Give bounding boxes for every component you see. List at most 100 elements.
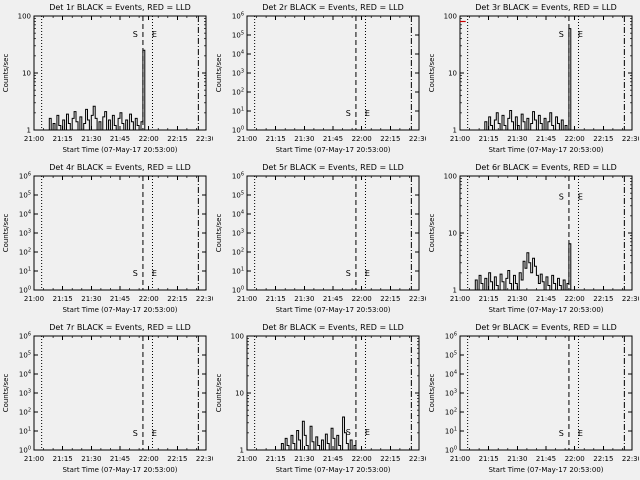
y-tick-label: 1 xyxy=(27,127,31,135)
y-axis-label: Counts/sec xyxy=(428,54,436,93)
y-tick-label: 104 xyxy=(19,370,31,379)
exponent: 3 xyxy=(241,229,244,235)
x-tick-label: 21:00 xyxy=(24,135,44,143)
plot-box xyxy=(459,175,633,291)
plot-svg-det-2r: Det 2r BLACK = Events, RED = LLD Counts/s… xyxy=(215,3,429,154)
x-tick-label: 21:45 xyxy=(323,295,343,303)
x-tick-label: 21:00 xyxy=(24,295,44,303)
y-axis-label: Counts/sec xyxy=(2,214,10,253)
x-tick-label: 21:45 xyxy=(323,455,343,463)
x-axis-label: Start Time (07-May-17 20:53:00) xyxy=(62,466,177,474)
y-tick-label: 106 xyxy=(19,332,31,341)
y-tick-label: 106 xyxy=(445,332,457,341)
x-tick-label: 21:15 xyxy=(53,135,73,143)
x-tick-label: 21:30 xyxy=(294,455,314,463)
x-tick-label: 21:00 xyxy=(450,455,470,463)
exponent: 1 xyxy=(28,427,31,433)
y-tick-label: 101 xyxy=(232,107,244,116)
x-tick-label: 21:00 xyxy=(237,135,257,143)
chart-det-6r: Det 6r BLACK = Events, RED = LLD Counts/s… xyxy=(426,160,640,320)
x-tick-label: 22:00 xyxy=(565,455,585,463)
x-tick-label: 21:15 xyxy=(266,295,286,303)
x-tick-label: 21:45 xyxy=(323,135,343,143)
marker-e: E xyxy=(152,30,157,39)
x-tick-label: 22:00 xyxy=(352,135,372,143)
x-tick-label: 21:30 xyxy=(81,295,101,303)
y-tick-label: 100 xyxy=(444,13,457,21)
x-tick-label: 22:00 xyxy=(139,455,159,463)
marker-s: S xyxy=(133,429,138,438)
exponent: 5 xyxy=(28,351,31,357)
y-tick-label: 105 xyxy=(19,191,31,200)
x-tick-label: 22:30 xyxy=(409,455,426,463)
y-tick-label: 105 xyxy=(232,191,244,200)
exponent: 0 xyxy=(241,286,244,292)
y-axis-label: Counts/sec xyxy=(2,374,10,413)
marker-s: S xyxy=(346,109,351,118)
x-tick-label: 21:30 xyxy=(507,455,527,463)
y-tick-label: 10 xyxy=(235,390,244,398)
plot-title: Det 7r BLACK = Events, RED = LLD xyxy=(49,323,191,332)
x-tick-label: 21:15 xyxy=(479,295,499,303)
y-tick-label: 1 xyxy=(453,127,457,135)
x-tick-label: 21:00 xyxy=(237,295,257,303)
x-tick-label: 22:15 xyxy=(380,455,400,463)
x-tick-label: 22:30 xyxy=(622,295,639,303)
exponent: 5 xyxy=(241,31,244,37)
plot-title: Det 2r BLACK = Events, RED = LLD xyxy=(262,3,404,12)
x-tick-label: 22:30 xyxy=(196,135,213,143)
x-tick-label: 21:45 xyxy=(536,135,556,143)
marker-e: E xyxy=(152,269,157,278)
chart-det-7r: Det 7r BLACK = Events, RED = LLD Counts/s… xyxy=(0,320,216,480)
events-series xyxy=(280,416,358,451)
y-tick-label: 102 xyxy=(232,248,244,257)
x-tick-label: 21:15 xyxy=(266,135,286,143)
x-tick-label: 21:15 xyxy=(479,455,499,463)
y-tick-label: 106 xyxy=(19,172,31,181)
y-tick-label: 106 xyxy=(232,172,244,181)
x-tick-label: 21:15 xyxy=(53,455,73,463)
y-axis-label: Counts/sec xyxy=(215,214,223,253)
y-tick-label: 100 xyxy=(232,286,244,295)
x-tick-label: 22:00 xyxy=(352,295,372,303)
x-tick-label: 22:15 xyxy=(167,455,187,463)
plot-title: Det 6r BLACK = Events, RED = LLD xyxy=(475,163,617,172)
x-tick-label: 21:30 xyxy=(294,135,314,143)
x-tick-label: 21:45 xyxy=(110,135,130,143)
marker-e: E xyxy=(365,428,370,437)
x-tick-label: 22:15 xyxy=(380,295,400,303)
marker-e: E xyxy=(578,429,583,438)
exponent: 2 xyxy=(454,408,457,414)
x-tick-label: 21:30 xyxy=(294,295,314,303)
x-tick-label: 22:15 xyxy=(167,135,187,143)
exponent: 6 xyxy=(28,172,31,178)
x-tick-label: 22:00 xyxy=(352,455,372,463)
x-tick-label: 22:15 xyxy=(593,455,613,463)
plot-svg-det-6r: Det 6r BLACK = Events, RED = LLD Counts/s… xyxy=(428,163,640,314)
exponent: 2 xyxy=(241,248,244,254)
marker-e: E xyxy=(578,30,583,39)
exponent: 5 xyxy=(241,191,244,197)
exponent: 4 xyxy=(454,370,457,376)
plot-title: Det 1r BLACK = Events, RED = LLD xyxy=(49,3,191,12)
y-tick-label: 102 xyxy=(19,248,31,257)
y-tick-label: 102 xyxy=(445,408,457,417)
plot-title: Det 5r BLACK = Events, RED = LLD xyxy=(262,163,404,172)
x-tick-label: 22:00 xyxy=(139,135,159,143)
y-tick-label: 103 xyxy=(445,389,457,398)
plot-svg-det-1r: Det 1r BLACK = Events, RED = LLD Counts/s… xyxy=(2,3,216,154)
plot-title: Det 3r BLACK = Events, RED = LLD xyxy=(475,3,617,12)
x-tick-label: 21:00 xyxy=(450,135,470,143)
plot-svg-det-5r: Det 5r BLACK = Events, RED = LLD Counts/s… xyxy=(215,163,429,314)
x-tick-label: 22:00 xyxy=(139,295,159,303)
x-tick-label: 21:30 xyxy=(81,455,101,463)
plot-title: Det 4r BLACK = Events, RED = LLD xyxy=(49,163,191,172)
y-tick-label: 1 xyxy=(453,287,457,295)
exponent: 6 xyxy=(454,332,457,338)
x-tick-label: 21:30 xyxy=(507,295,527,303)
y-tick-label: 10 xyxy=(22,70,31,78)
x-tick-label: 22:30 xyxy=(622,455,639,463)
chart-det-2r: Det 2r BLACK = Events, RED = LLD Counts/s… xyxy=(213,0,429,160)
marker-s: S xyxy=(346,428,351,437)
